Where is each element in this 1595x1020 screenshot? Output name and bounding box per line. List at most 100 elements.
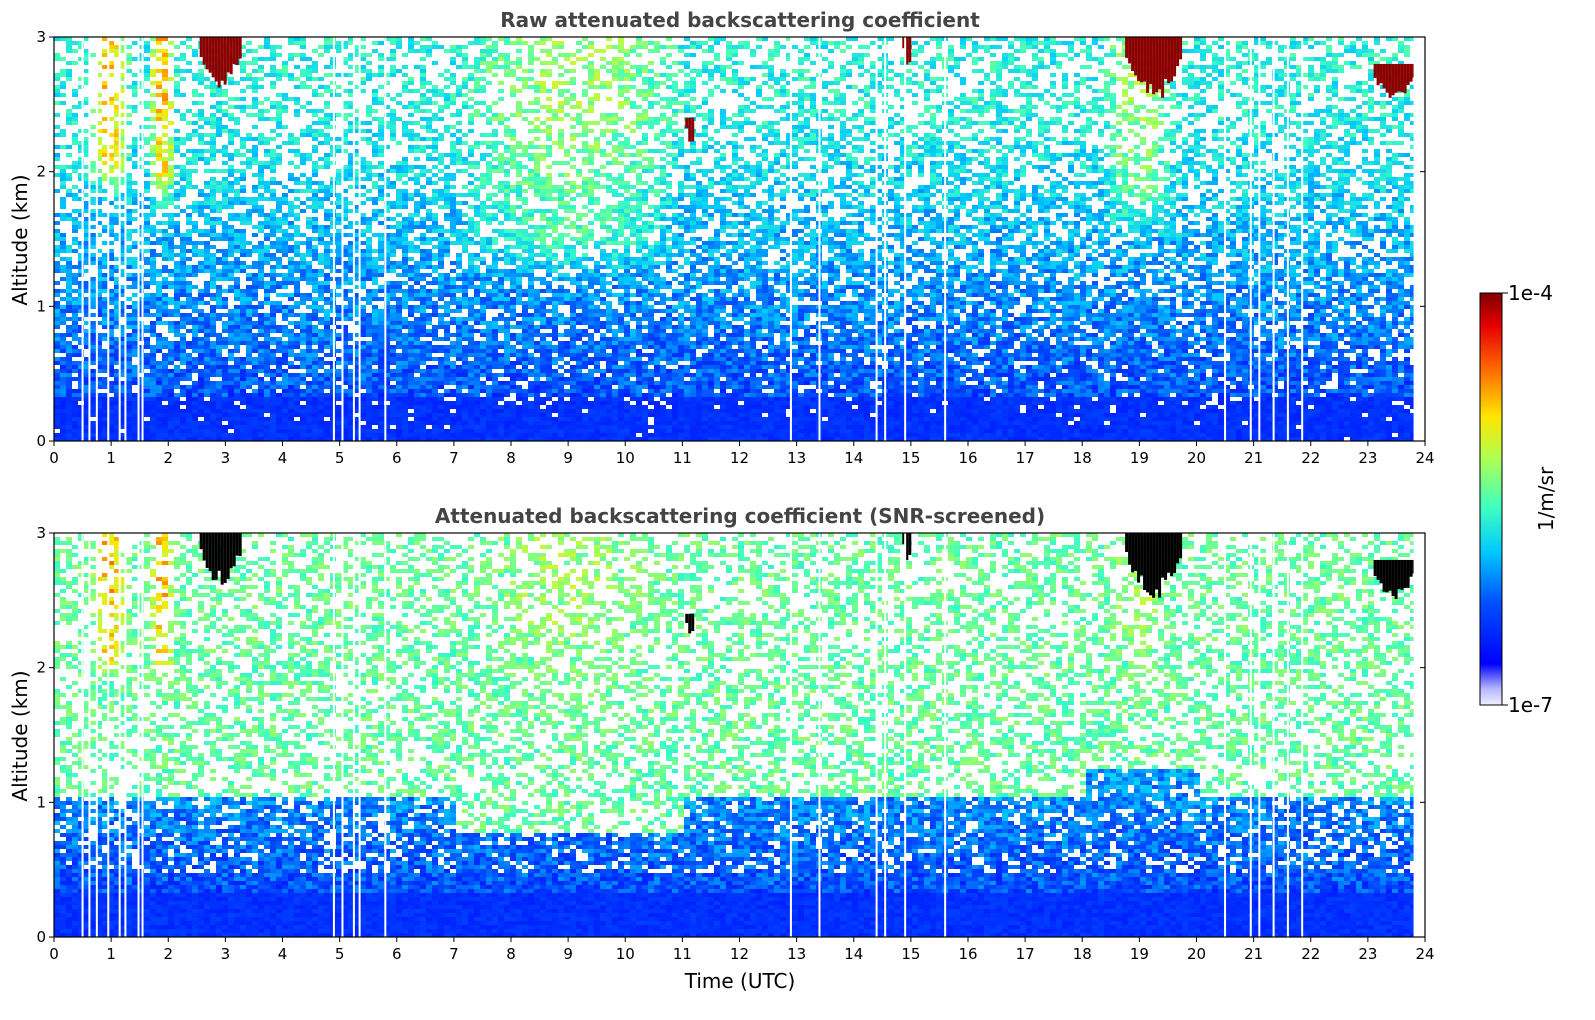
heatmap-cell — [342, 417, 348, 421]
heatmap-cell — [102, 377, 108, 381]
heatmap-cell — [114, 141, 120, 145]
heatmap-cell — [210, 413, 216, 417]
heatmap-cell — [198, 69, 204, 73]
heatmap-cell — [306, 253, 312, 257]
heatmap-cell — [270, 193, 276, 197]
heatmap-cell — [102, 257, 108, 261]
heatmap-cell — [450, 45, 456, 49]
heatmap-cell — [294, 413, 300, 417]
heatmap-cell — [282, 421, 288, 425]
heatmap-cell — [150, 345, 156, 349]
heatmap-cell — [228, 365, 234, 369]
heatmap-cell — [378, 173, 384, 177]
heatmap-cell — [408, 377, 414, 381]
heatmap-cell — [390, 433, 396, 437]
heatmap-cell — [360, 353, 366, 357]
heatmap-cell — [186, 357, 192, 361]
heatmap-cell — [426, 237, 432, 241]
heatmap-cell — [420, 117, 426, 121]
heatmap-cell — [348, 281, 354, 285]
heatmap-cell — [462, 277, 468, 281]
heatmap-cell — [432, 313, 438, 317]
heatmap-cell — [96, 305, 102, 309]
heatmap-cell — [324, 337, 330, 341]
heatmap-cell — [54, 373, 60, 377]
heatmap-cell — [336, 241, 342, 245]
heatmap-cell — [354, 193, 360, 197]
heatmap-cell — [132, 373, 138, 377]
heatmap-cell — [126, 57, 132, 61]
heatmap-cell — [222, 149, 228, 153]
heatmap-cell — [234, 389, 240, 393]
heatmap-cell — [114, 265, 120, 269]
heatmap-cell — [144, 385, 150, 389]
heatmap-cell — [246, 333, 252, 337]
heatmap-cell — [432, 369, 438, 373]
heatmap-cell — [390, 377, 396, 381]
heatmap-cell — [408, 337, 414, 341]
heatmap-cell — [336, 413, 342, 417]
heatmap-cell — [402, 293, 408, 297]
heatmap-cell — [96, 169, 102, 173]
heatmap-cell — [282, 357, 288, 361]
heatmap-cell — [228, 289, 234, 293]
heatmap-cell — [84, 333, 90, 337]
heatmap-cell — [192, 157, 198, 161]
heatmap-cell — [456, 377, 462, 381]
heatmap-cell — [372, 305, 378, 309]
heatmap-cell — [300, 37, 306, 41]
heatmap-cell — [426, 321, 432, 325]
heatmap-cell — [390, 109, 396, 113]
heatmap-cell — [450, 393, 456, 397]
heatmap-cell — [252, 245, 258, 249]
heatmap-cell — [438, 397, 444, 401]
heatmap-cell — [414, 353, 420, 357]
heatmap-cell — [384, 345, 390, 349]
heatmap-cell — [276, 145, 282, 149]
heatmap-cell — [480, 365, 486, 369]
heatmap-cell — [300, 433, 306, 437]
heatmap-cell — [90, 373, 96, 377]
heatmap-cell — [132, 433, 138, 437]
heatmap-cell — [420, 341, 426, 345]
heatmap-cell — [276, 433, 282, 437]
heatmap-cell — [420, 345, 426, 349]
heatmap-cell — [468, 221, 474, 225]
heatmap-cell — [186, 133, 192, 137]
heatmap-cell — [216, 385, 222, 389]
heatmap-cell — [270, 181, 276, 185]
heatmap-cell — [204, 201, 210, 205]
heatmap-cell — [228, 129, 234, 133]
heatmap-cell — [114, 133, 120, 137]
heatmap-cell — [438, 249, 444, 253]
heatmap-cell — [246, 209, 252, 213]
heatmap-cell — [60, 57, 66, 61]
heatmap-cell — [246, 433, 252, 437]
heatmap-cell — [414, 249, 420, 253]
heatmap-cell — [60, 185, 66, 189]
heatmap-cell — [240, 389, 246, 393]
heatmap-cell — [144, 105, 150, 109]
heatmap-cell — [396, 221, 402, 225]
heatmap-cell — [90, 401, 96, 405]
heatmap-cell — [216, 201, 222, 205]
heatmap-cell — [282, 345, 288, 349]
heatmap-cell — [408, 129, 414, 133]
heatmap-cell — [372, 377, 378, 381]
heatmap-cell — [192, 285, 198, 289]
heatmap-cell — [54, 421, 60, 425]
heatmap-cell — [114, 349, 120, 353]
heatmap-cell — [66, 357, 72, 361]
heatmap-cell — [396, 309, 402, 313]
heatmap-cell — [144, 189, 150, 193]
heatmap-cell — [282, 317, 288, 321]
heatmap-cell — [78, 41, 84, 45]
heatmap-cell — [480, 61, 486, 65]
heatmap-cell — [270, 421, 276, 425]
heatmap-cell — [282, 253, 288, 257]
heatmap-cell — [276, 113, 282, 117]
heatmap-cell — [54, 249, 60, 253]
heatmap-cell — [252, 233, 258, 237]
heatmap-cell — [444, 197, 450, 201]
heatmap-cell — [360, 325, 366, 329]
